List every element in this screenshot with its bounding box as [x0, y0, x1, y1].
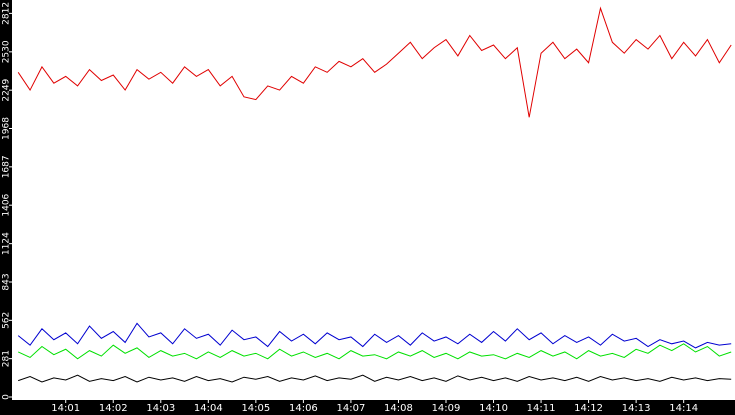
x-tick-label: 14:10: [479, 403, 508, 414]
y-tick-label: 281: [2, 350, 12, 367]
y-axis-strip: [0, 0, 12, 415]
x-tick-label: 14:11: [527, 403, 556, 414]
series-line: [17, 343, 732, 360]
x-tick-label: 14:12: [574, 403, 603, 414]
x-tick-label: 14:02: [99, 403, 128, 414]
series-line: [18, 374, 732, 383]
y-tick-label: 2530: [2, 40, 12, 63]
x-axis-strip: [0, 400, 735, 415]
y-tick-label: 1968: [2, 117, 12, 140]
y-tick-label: 1124: [2, 232, 12, 255]
series-line: [17, 6, 732, 118]
y-tick-label: 843: [2, 273, 12, 290]
y-tick-label: 2812: [2, 2, 12, 25]
x-tick-label: 14:05: [241, 403, 270, 414]
y-tick-label: 562: [2, 312, 12, 329]
x-tick-label: 14:01: [51, 403, 80, 414]
x-tick-label: 14:04: [194, 403, 223, 414]
series-line: [17, 322, 732, 349]
x-tick-label: 14:06: [289, 403, 318, 414]
x-tick-label: 14:13: [622, 403, 651, 414]
y-tick-label: 0: [2, 394, 12, 400]
y-tick-label: 2249: [2, 78, 12, 101]
y-tick-label: 1687: [2, 155, 12, 178]
x-tick-label: 14:09: [432, 403, 461, 414]
y-tick-label: 1406: [2, 193, 12, 216]
x-tick-label: 14:03: [146, 403, 175, 414]
x-tick-label: 14:14: [669, 403, 698, 414]
x-tick-label: 14:08: [384, 403, 413, 414]
x-tick-label: 14:07: [337, 403, 366, 414]
